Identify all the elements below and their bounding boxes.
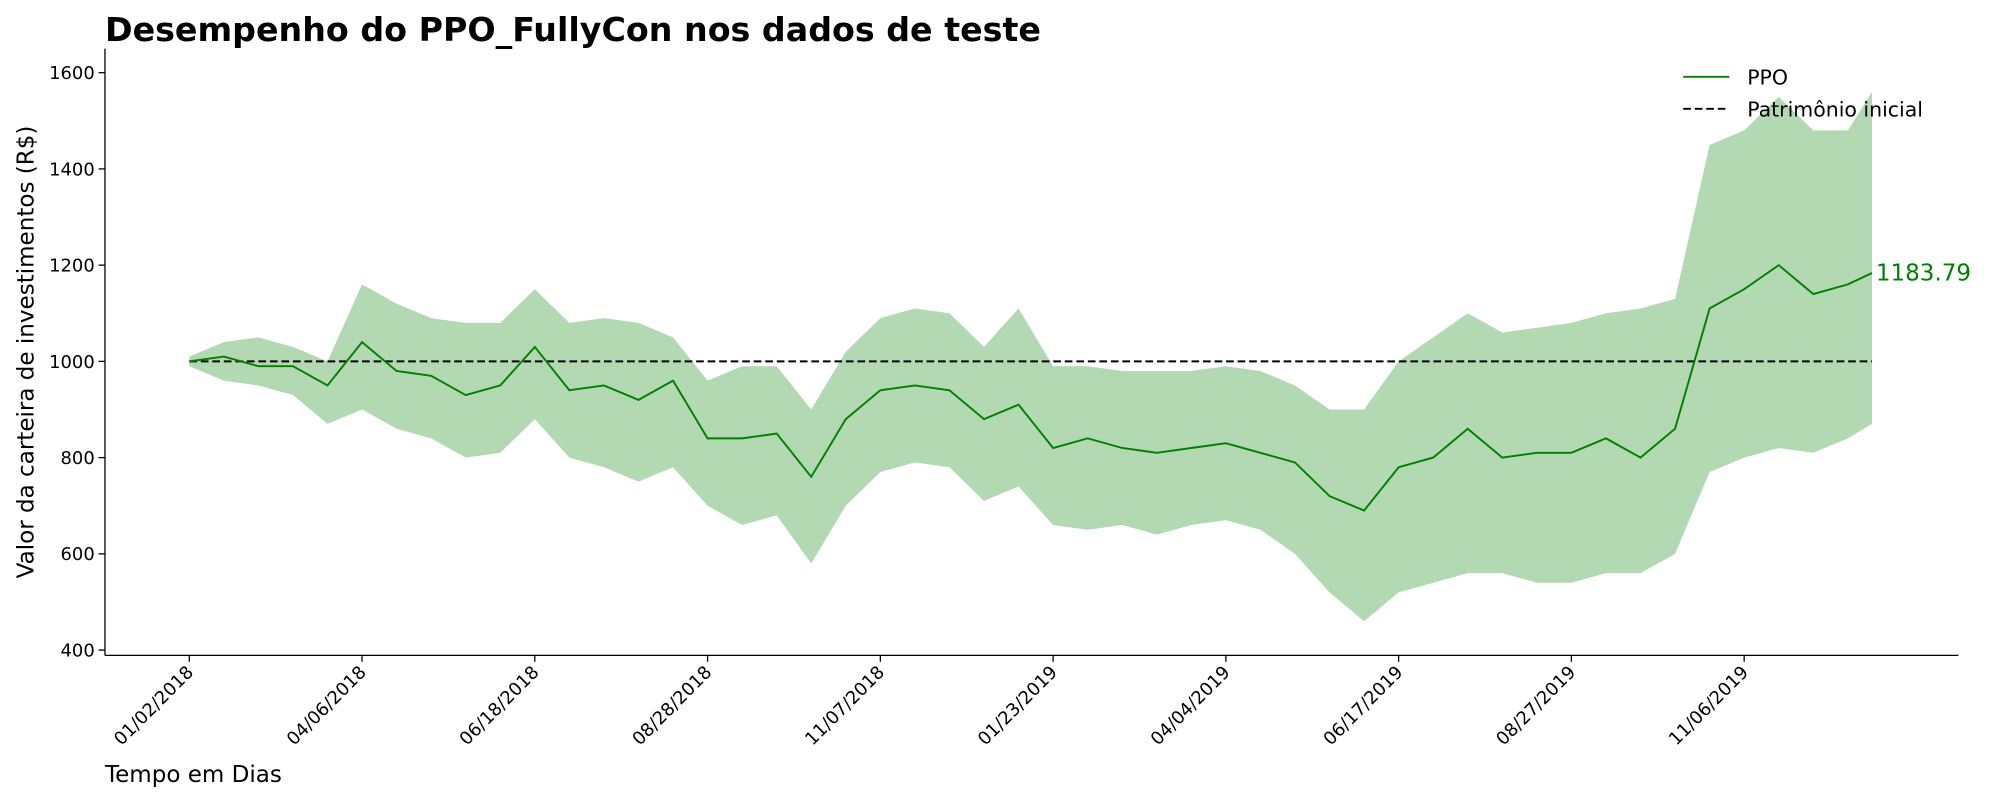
x-tick-label: 11/07/2018 [801, 662, 889, 750]
x-axis-label: Tempo em Dias [104, 762, 282, 788]
data-line [189, 263, 1873, 512]
y-tick-label: 1600 [49, 63, 95, 84]
y-tick-label: 400 [61, 640, 95, 661]
y-tick-label: 1400 [49, 159, 95, 180]
legend-label: Patrimônio inicial [1747, 97, 1923, 121]
x-tick-label: 06/17/2019 [1319, 662, 1407, 750]
x-tick-label: 01/23/2019 [974, 662, 1062, 750]
x-tick-label: 06/18/2018 [456, 662, 544, 750]
legend-label: PPO [1747, 65, 1788, 89]
chart-title: Desempenho do PPO_FullyCon nos dados de … [105, 10, 1041, 49]
y-tick-label: 1200 [49, 256, 95, 277]
x-tick-label: 01/02/2018 [110, 662, 198, 750]
end-value-label: 1183.79 [1876, 261, 1971, 287]
y-tick-label: 800 [61, 448, 95, 469]
y-axis-label: Valor da carteira de investimentos (R$) [13, 126, 39, 579]
x-tick-label: 08/28/2018 [628, 662, 716, 750]
x-tick-label: 04/04/2019 [1147, 662, 1235, 750]
confidence-band [189, 91, 1873, 622]
x-tick-label: 11/06/2019 [1665, 662, 1753, 750]
y-tick-label: 600 [61, 544, 95, 565]
y-tick-label: 1000 [49, 352, 95, 373]
x-tick-label: 08/27/2019 [1492, 662, 1580, 750]
x-tick-label: 04/06/2018 [283, 662, 371, 750]
